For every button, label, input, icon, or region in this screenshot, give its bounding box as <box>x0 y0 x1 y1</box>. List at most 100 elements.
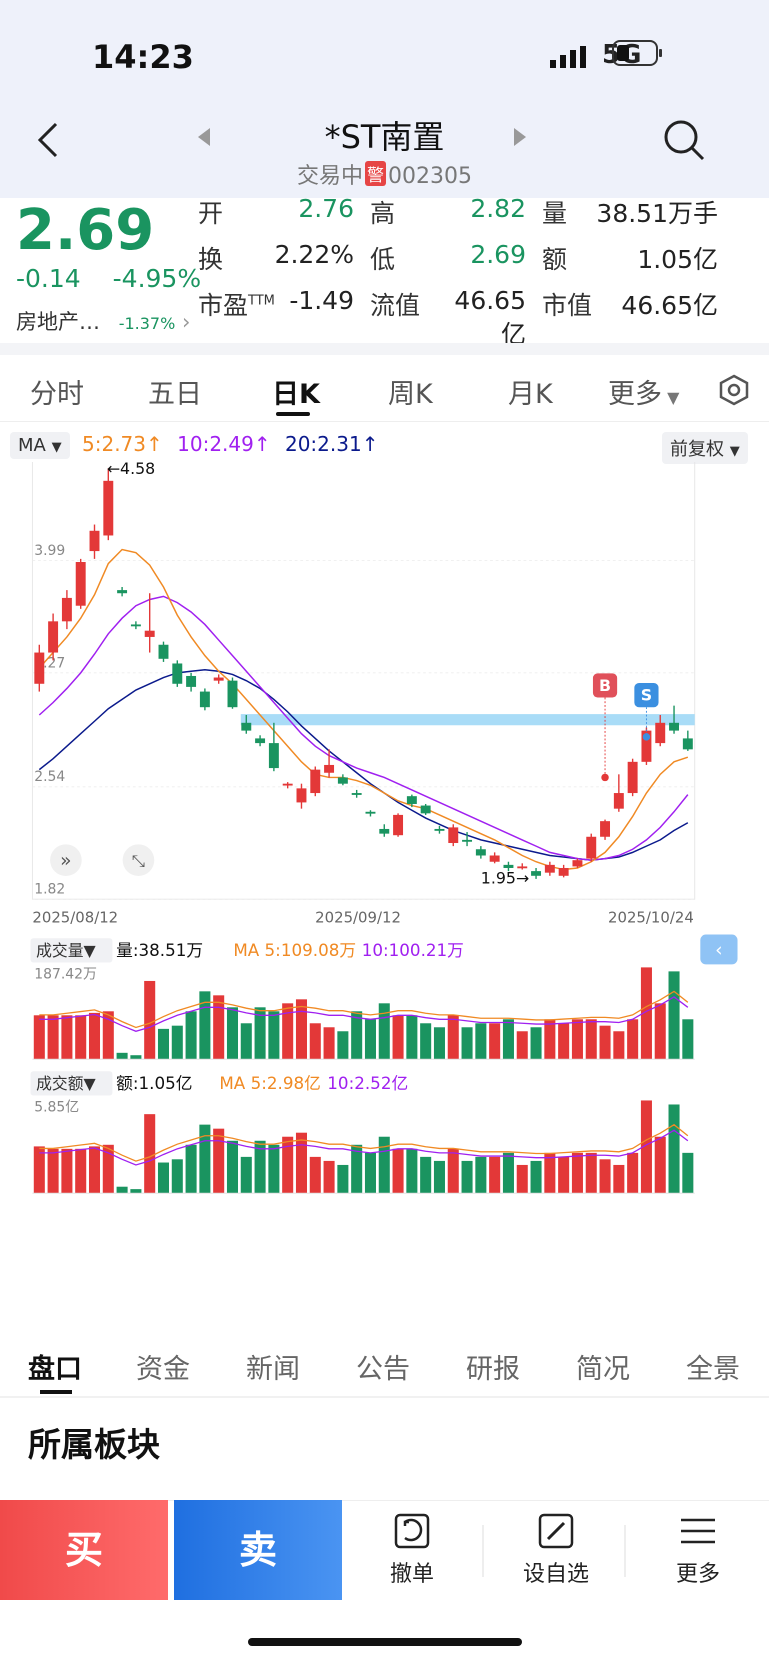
ma10-line <box>38 595 689 861</box>
candle-body <box>558 867 569 876</box>
x-tick-label: 2025/08/12 <box>32 908 118 926</box>
amount-bar <box>516 1164 528 1194</box>
sell-button[interactable]: 卖 <box>174 1500 342 1600</box>
amount-bar <box>268 1144 280 1194</box>
candle-body <box>351 793 362 795</box>
volume-bar <box>144 980 156 1060</box>
home-indicator[interactable] <box>248 1638 522 1646</box>
candle-body <box>641 730 652 762</box>
search-icon[interactable] <box>662 118 706 162</box>
amount-bar <box>130 1189 142 1194</box>
amount-bar <box>75 1148 87 1194</box>
candle-body <box>434 828 445 831</box>
trading-state: 交易中 <box>297 164 364 189</box>
tab-daily-k[interactable]: 日K <box>272 379 320 410</box>
turnover-value: 2.22% <box>274 240 354 269</box>
volume-bar <box>116 1052 128 1060</box>
buy-button[interactable]: 买 <box>0 1500 168 1600</box>
next-stock-icon[interactable] <box>512 126 528 148</box>
volume-bar <box>433 1027 445 1060</box>
volume-bar <box>102 1011 114 1060</box>
more-button[interactable]: 更多 <box>638 1512 758 1588</box>
tab-5day[interactable]: 五日 <box>148 379 202 410</box>
kline-chart[interactable]: 4.713.993.272.541.82←4.581.95→BS»⤡2025/0… <box>0 462 769 1262</box>
amount-bar <box>61 1148 73 1194</box>
candle-body <box>682 738 693 750</box>
amount-bar <box>627 1152 639 1194</box>
volume-bar <box>323 1027 335 1060</box>
volume-value: 量:38.51万 <box>116 940 203 960</box>
volume-label: 量 <box>542 199 568 228</box>
y-tick-label: 4.71 <box>34 462 65 465</box>
tab-funds[interactable]: 资金 <box>136 1354 190 1385</box>
volume-bar <box>75 1015 87 1060</box>
quote-panel <box>0 198 769 343</box>
volume-bar <box>213 995 225 1060</box>
open-label: 开 <box>198 199 224 228</box>
volume-bar <box>309 1023 321 1060</box>
candle-body <box>296 788 307 803</box>
volume-bar <box>282 1003 294 1060</box>
tab-monthly-k[interactable]: 月K <box>508 379 553 410</box>
settings-icon[interactable] <box>718 374 750 406</box>
tab-more[interactable]: 更多 ▼ <box>608 379 680 410</box>
tab-intraday[interactable]: 分时 <box>30 379 84 410</box>
candle-body <box>89 530 100 552</box>
prev-stock-icon[interactable] <box>196 126 212 148</box>
candle-body <box>158 644 169 659</box>
amount-bar <box>571 1152 583 1194</box>
tab-announcements[interactable]: 公告 <box>356 1354 410 1385</box>
volume-bar <box>199 991 211 1060</box>
ma-selector[interactable]: MA ▼ <box>10 432 70 459</box>
candle-body <box>61 597 72 622</box>
volume-max-label: 187.42万 <box>34 966 97 982</box>
ma5-value: 5:2.73 <box>82 432 146 456</box>
candle-body <box>475 849 486 856</box>
ma20-value: 20:2.31 <box>284 432 362 456</box>
back-icon[interactable] <box>34 120 64 160</box>
candle-body <box>655 722 666 744</box>
tab-news[interactable]: 新闻 <box>246 1354 300 1385</box>
cancel-order-label: 撤单 <box>389 1562 434 1587</box>
amount-bar <box>475 1156 487 1194</box>
amount-max-label: 5.85亿 <box>34 1099 79 1115</box>
pe-value: -1.49 <box>289 286 354 315</box>
tab-overview[interactable]: 全景 <box>686 1354 740 1385</box>
candle-body <box>324 764 335 773</box>
buy-signal-dot <box>601 773 609 782</box>
tab-weekly-k[interactable]: 周K <box>388 379 433 410</box>
volume-bar <box>157 1028 170 1060</box>
change-pct: -4.95% <box>112 264 202 293</box>
candle-body <box>227 680 238 708</box>
candle-body <box>310 769 321 794</box>
candle-body <box>503 864 514 868</box>
battery-icon <box>612 40 662 66</box>
amount-bar <box>157 1162 170 1194</box>
amount-bar <box>558 1156 570 1194</box>
adjust-selector[interactable]: 前复权 ▼ <box>662 432 748 464</box>
cancel-order-button[interactable]: 撤单 <box>352 1512 472 1588</box>
sector-pct: -1.37% <box>118 314 176 333</box>
high-marker: ←4.58 <box>107 462 155 478</box>
amount-bar <box>530 1160 542 1194</box>
tab-profile[interactable]: 简况 <box>576 1354 630 1385</box>
section-title: 所属板块 <box>28 1425 160 1464</box>
edit-icon <box>538 1513 574 1549</box>
status-time: 14:23 <box>92 38 194 76</box>
tab-research[interactable]: 研报 <box>466 1354 520 1385</box>
sector-link[interactable]: 房地产… -1.37% › <box>16 306 190 336</box>
amount-bar <box>640 1100 652 1194</box>
amount-bar <box>489 1156 501 1194</box>
amount-bar <box>88 1146 101 1194</box>
volume-bar <box>351 1011 363 1060</box>
y-tick-label: 2.54 <box>34 769 65 785</box>
amount-ma10-line <box>39 1129 689 1166</box>
add-watchlist-button[interactable]: 设自选 <box>496 1512 616 1588</box>
candle-body <box>365 811 376 814</box>
float-cap-label: 流值 <box>370 291 421 320</box>
tab-orderbook[interactable]: 盘口 <box>28 1354 82 1385</box>
market-cap-label: 市值 <box>542 291 593 320</box>
fullscreen-icon: ⤡ <box>132 851 146 871</box>
candle-body <box>586 836 597 859</box>
candle-body <box>627 761 638 794</box>
